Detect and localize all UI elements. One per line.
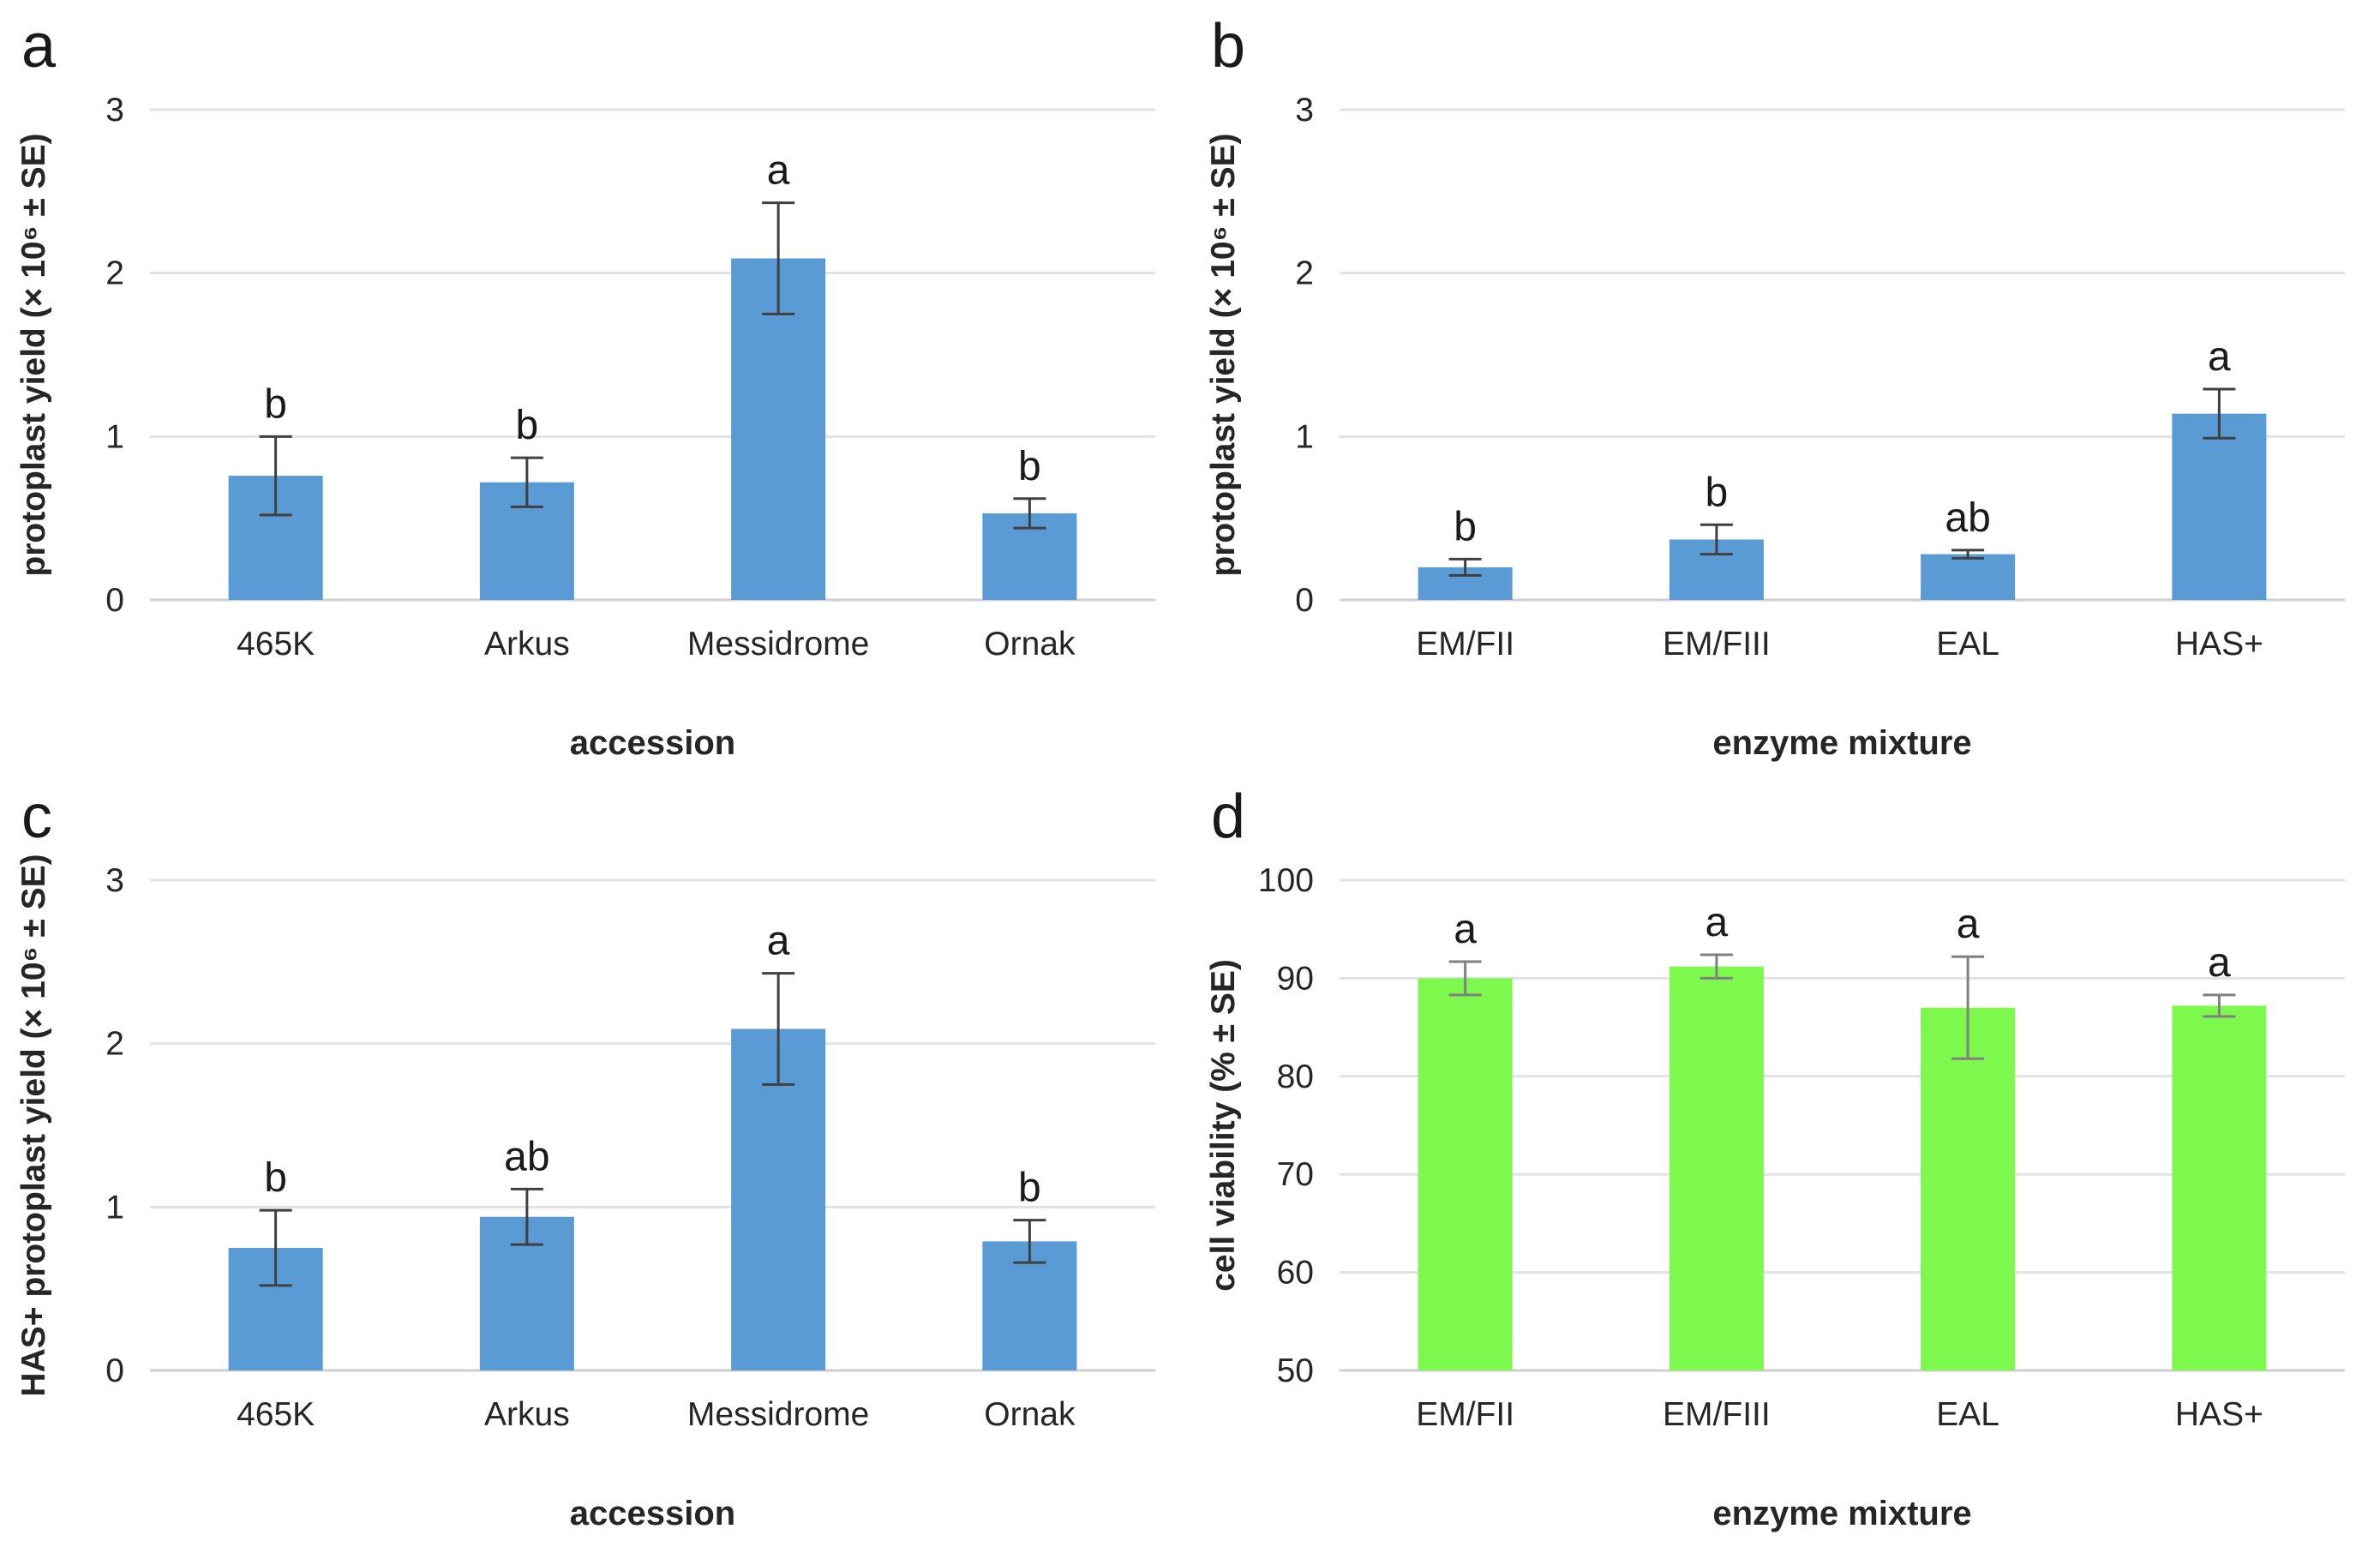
error-bar-465k [259,435,292,517]
y-tick-label-100: 100 [1258,862,1314,899]
x-tick-label-messidrome: Messidrome [687,626,869,663]
error-bar-em-fii [1448,960,1482,997]
sig-letter-465k: b [264,1155,287,1201]
bar-em-fiii [1669,966,1764,1370]
error-bar-ornak [1013,497,1046,530]
y-axis-label: cell viability (% ± SE) [1205,959,1242,1292]
y-tick-label-0: 0 [105,1352,124,1389]
y-tick-label-1: 1 [105,418,124,455]
panel-a: 0 1 2 3 a protoplast yield (× 10⁶ ± SE) b 465K b… [0,0,1190,770]
error-bar-arkus [510,456,543,508]
error-bar-em-fiii [1700,953,1733,980]
panel-a-svg: 0 1 2 3 a protoplast yield (× 10⁶ ± SE) b 465K b… [15,12,1155,762]
x-tick-label-eal: EAL [1936,1396,1999,1433]
error-bar-has [2203,387,2236,440]
bar-eal [1921,554,2016,600]
sig-letter-em-fiii: a [1706,900,1729,945]
bar-em-fii [1418,978,1513,1370]
x-tick-label-has: HAS+ [2175,1396,2263,1433]
error-bar-em-fiii [1700,523,1733,556]
sig-letter-ornak: b [1018,1166,1041,1211]
sig-letter-465k: b [264,381,287,427]
bar-has [2172,413,2267,600]
x-tick-label-ornak: Ornak [984,626,1076,663]
sig-letter-messidrome: a [767,919,790,964]
panel-d-svg: 50 60 70 80 90 100 d cell viability (% ± SE) a EM… [1205,782,2345,1532]
y-tick-label-1: 1 [105,1189,124,1226]
x-tick-label-arkus: Arkus [484,1396,570,1433]
x-tick-label-em-fii: EM/FII [1416,626,1514,663]
error-bar-eal [1951,549,1985,560]
sig-letter-eal: ab [1945,495,1990,541]
x-tick-label-em-fii: EM/FII [1416,1396,1514,1433]
y-axis-label: protoplast yield (× 10⁶ ± SE) [1205,133,1242,576]
error-bar-465k [259,1208,292,1287]
y-tick-label-60: 60 [1277,1255,1314,1292]
error-bar-arkus [510,1187,543,1246]
x-tick-label-465k: 465K [237,1396,315,1433]
panel-b: 0 1 2 3 b protoplast yield (× 10⁶ ± SE) b EM/FI… [1190,0,2379,770]
sig-letter-em-fiii: b [1706,470,1729,515]
sig-letter-arkus: ab [504,1134,549,1179]
y-tick-label-3: 3 [105,92,124,129]
x-tick-label-em-fiii: EM/FIII [1663,626,1771,663]
error-bar-messidrome [762,972,795,1086]
bar-messidrome [731,258,826,600]
sig-letter-has: a [2208,940,2231,986]
y-tick-label-2: 2 [105,255,124,292]
panel-letter-a: a [21,12,57,81]
y-tick-label-2: 2 [105,1026,124,1063]
x-tick-label-arkus: Arkus [484,626,570,663]
x-tick-label-em-fiii: EM/FIII [1663,1396,1771,1433]
bar-eal [1921,1007,2016,1370]
error-bar-eal [1951,955,1985,1060]
panel-letter-b: b [1211,12,1245,81]
error-bar-em-fii [1448,557,1482,577]
sig-letter-em-fii: b [1454,504,1477,549]
y-axis-label: protoplast yield (× 10⁶ ± SE) [15,133,52,576]
sig-letter-has: a [2208,334,2231,380]
y-tick-label-90: 90 [1277,960,1314,997]
x-axis-label: enzyme mixture [1712,724,1971,762]
panel-letter-c: c [21,782,52,851]
x-axis-label: accession [570,1495,735,1532]
error-bar-ornak [1013,1219,1046,1264]
panel-letter-d: d [1211,782,1245,851]
y-tick-label-3: 3 [1295,92,1314,129]
error-bar-has [2203,993,2236,1018]
y-axis-label: HAS+ protoplast yield (× 10⁶ ± SE) [15,854,52,1396]
panel-d: 50 60 70 80 90 100 d cell viability (% ± SE) a EM… [1190,770,2379,1541]
x-tick-label-eal: EAL [1936,626,1999,663]
sig-letter-messidrome: a [767,148,790,194]
bar-messidrome [731,1028,826,1370]
sig-letter-arkus: b [516,403,539,448]
x-tick-label-has: HAS+ [2175,626,2263,663]
x-tick-label-ornak: Ornak [984,1396,1076,1433]
panel-c: 0 1 2 3 c HAS+ protoplast yield (× 10⁶ ± SE) b… [0,770,1190,1541]
y-tick-label-70: 70 [1277,1156,1314,1193]
y-tick-label-3: 3 [105,862,124,899]
panel-b-svg: 0 1 2 3 b protoplast yield (× 10⁶ ± SE) b EM/FI… [1205,12,2345,762]
y-tick-label-0: 0 [105,582,124,619]
bar-has [2172,1005,2267,1370]
error-bar-messidrome [762,201,795,315]
y-tick-label-2: 2 [1295,255,1314,292]
x-axis-label: accession [570,724,735,762]
x-axis-label: enzyme mixture [1712,1495,1971,1532]
sig-letter-em-fii: a [1454,907,1477,952]
y-tick-label-1: 1 [1295,418,1314,455]
x-tick-label-465k: 465K [237,626,315,663]
y-tick-label-80: 80 [1277,1058,1314,1095]
sig-letter-ornak: b [1018,444,1041,489]
x-tick-label-messidrome: Messidrome [687,1396,869,1433]
y-tick-label-50: 50 [1277,1352,1314,1389]
y-tick-label-0: 0 [1295,582,1314,619]
sig-letter-eal: a [1957,902,1980,947]
